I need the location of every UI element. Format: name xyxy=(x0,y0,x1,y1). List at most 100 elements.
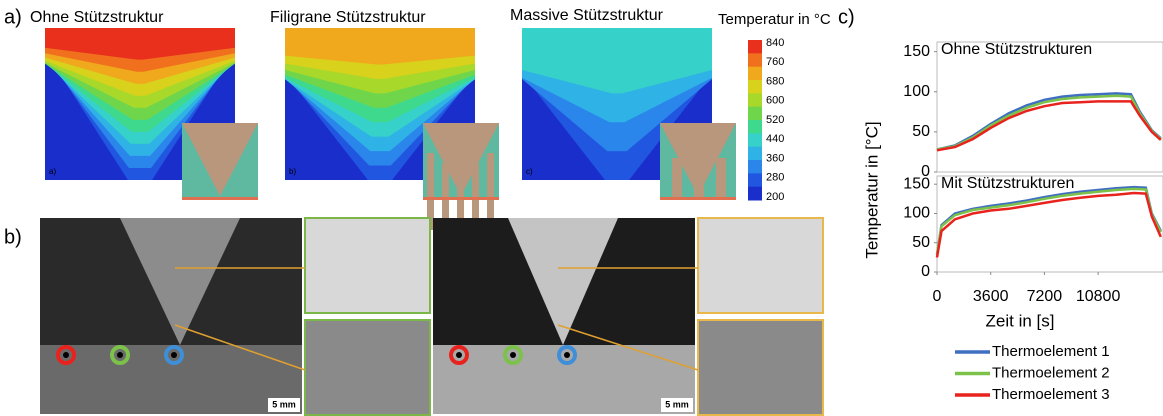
image-sublabel: c) xyxy=(526,167,533,176)
thermocouple xyxy=(564,352,570,358)
image-title: Massive Stützstruktur xyxy=(510,7,664,24)
series-line xyxy=(935,185,1162,255)
thermocouple-ring xyxy=(56,345,76,365)
y-tick-label: 0 xyxy=(921,163,930,180)
support-gap xyxy=(487,153,494,230)
thermocouple xyxy=(456,352,462,358)
support xyxy=(593,286,597,345)
x-tick-label: 7200 xyxy=(1027,288,1063,305)
thermocouple-ring xyxy=(110,345,130,365)
substrate xyxy=(40,345,302,414)
x-tick-label: 10800 xyxy=(1076,288,1121,305)
callout xyxy=(174,324,306,371)
part-v xyxy=(182,123,258,196)
micro-inset xyxy=(697,319,824,416)
support xyxy=(621,238,625,345)
thermocouple xyxy=(117,352,123,358)
callout xyxy=(557,324,699,371)
legend-label: Thermoelement 2 xyxy=(992,364,1110,381)
y-axis-label: Temperatur in [°C] xyxy=(862,121,881,258)
part-v xyxy=(423,123,499,196)
support-gap xyxy=(427,153,434,230)
y-tick-label: 150 xyxy=(903,43,930,60)
y-tick-label: 100 xyxy=(903,205,930,222)
series-line xyxy=(935,187,1162,255)
image-sublabel: a) xyxy=(49,167,56,176)
thermocouple-ring xyxy=(557,345,577,365)
colorbar-segment xyxy=(748,120,762,134)
scale-label: 5 mm xyxy=(272,399,296,409)
scale-bg xyxy=(661,398,693,412)
base-plate xyxy=(660,197,736,200)
colorbar-tick-label: 280 xyxy=(766,172,784,184)
temperature-band xyxy=(285,28,475,65)
thermocouple xyxy=(171,352,177,358)
panel-label: b) xyxy=(4,226,22,248)
support xyxy=(515,262,519,345)
colorbar-segment xyxy=(748,106,762,121)
scale-bg xyxy=(268,398,300,412)
support xyxy=(508,250,512,345)
series-line xyxy=(935,191,1162,258)
legend-label: Thermoelement 3 xyxy=(992,386,1110,403)
support xyxy=(529,286,533,345)
colorbar-segment xyxy=(748,146,762,161)
substrate xyxy=(433,345,695,414)
y-tick-label: 150 xyxy=(903,175,930,192)
colorbar-segment xyxy=(748,133,762,148)
part-v xyxy=(508,218,618,345)
plot-frame xyxy=(936,175,1163,273)
chart-title: Ohne Stützstrukturen xyxy=(941,41,1092,58)
y-tick-label: 100 xyxy=(903,83,930,100)
series-line xyxy=(936,100,1162,152)
support-gap xyxy=(716,158,726,200)
panel-label: a) xyxy=(4,6,22,28)
x-tick-label: 0 xyxy=(933,288,942,305)
image-sublabel: b) xyxy=(289,167,296,176)
colorbar-segment xyxy=(748,40,762,54)
thermocouple-ring xyxy=(503,345,523,365)
x-axis-label: Zeit in [s] xyxy=(986,311,1055,330)
chart-title: Mit Stützstrukturen xyxy=(941,175,1074,192)
image-title: Ohne Stützstruktur xyxy=(30,9,164,26)
support-gap xyxy=(442,163,449,240)
support xyxy=(607,262,611,345)
scale-label: 5 mm xyxy=(665,399,689,409)
thermocouple xyxy=(510,352,516,358)
support xyxy=(600,274,604,345)
micro-inset xyxy=(304,217,431,314)
thermocouple xyxy=(63,352,69,358)
panel-label: c) xyxy=(838,6,855,28)
y-tick-label: 0 xyxy=(921,263,930,280)
support xyxy=(614,250,618,345)
base-plate xyxy=(182,197,258,200)
colorbar-segment xyxy=(748,160,762,174)
colorbar-tick-label: 200 xyxy=(766,191,784,203)
y-tick-label: 50 xyxy=(912,123,930,140)
legend-label: Thermoelement 1 xyxy=(992,343,1110,360)
support-gap xyxy=(694,158,704,200)
colorbar-tick-label: 520 xyxy=(766,114,784,126)
colorbar-segment xyxy=(748,66,762,81)
x-tick-label: 3600 xyxy=(973,288,1009,305)
colorbar-tick-label: 440 xyxy=(766,133,784,145)
support xyxy=(501,238,505,345)
base-plate xyxy=(423,197,499,200)
support-gap xyxy=(472,163,479,240)
plot-frame xyxy=(936,41,1163,173)
micro-inset xyxy=(697,217,824,314)
part-v xyxy=(120,218,240,345)
colorbar-tick-label: 840 xyxy=(766,37,784,49)
y-tick-label: 50 xyxy=(912,234,930,251)
colorbar-segment xyxy=(748,93,762,108)
thermocouple-ring xyxy=(164,345,184,365)
colorbar-segment xyxy=(748,173,762,188)
colorbar-segment xyxy=(748,186,762,201)
colorbar-tick-label: 360 xyxy=(766,152,784,164)
support xyxy=(522,274,526,345)
image-title: Filigrane Stützstruktur xyxy=(270,9,426,26)
support-gap xyxy=(672,158,682,200)
colorbar-tick-label: 760 xyxy=(766,56,784,68)
colorbar-tick-label: 600 xyxy=(766,95,784,107)
